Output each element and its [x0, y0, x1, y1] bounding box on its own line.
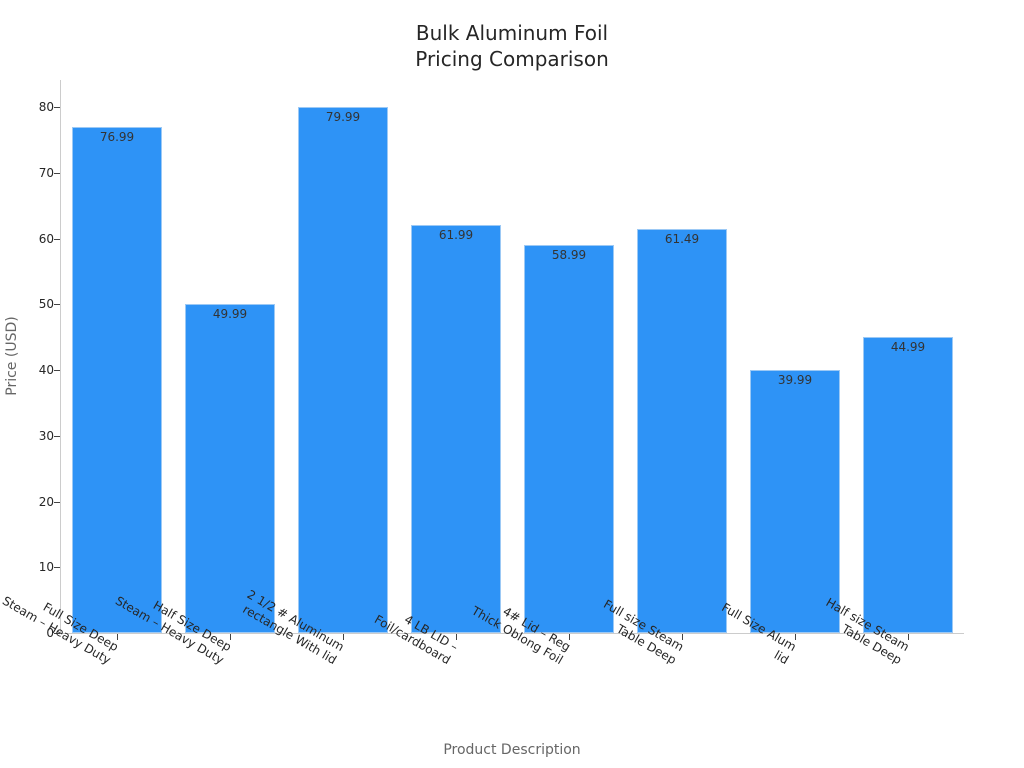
y-tick-label: 70	[38, 165, 54, 180]
y-axis-line	[60, 80, 61, 634]
x-tick-mark	[682, 634, 683, 640]
x-tick-mark	[795, 634, 796, 640]
y-tick-mark	[54, 238, 60, 240]
y-tick-label: 10	[38, 560, 54, 575]
y-axis-title: Price (USD)	[4, 316, 20, 396]
bar-value-label: 39.99	[777, 373, 813, 388]
bar[interactable]	[524, 245, 614, 633]
x-tick-mark	[908, 634, 909, 640]
x-tick-mark	[569, 634, 570, 640]
bar-value-label: 61.49	[664, 231, 700, 246]
y-tick-label: 80	[38, 100, 54, 114]
bar-value-label: 58.99	[551, 248, 587, 263]
y-tick-mark	[54, 304, 60, 306]
bar-value-label: 61.99	[438, 228, 474, 243]
bar[interactable]	[185, 304, 275, 633]
y-tick-mark	[54, 107, 60, 108]
y-tick-label: 60	[38, 231, 54, 246]
x-tick-mark	[230, 634, 231, 640]
y-tick-mark	[54, 435, 60, 437]
y-tick-label: 40	[38, 363, 54, 377]
y-tick-label: 30	[38, 428, 54, 443]
y-tick-mark	[54, 370, 60, 371]
x-tick-mark	[117, 634, 118, 640]
chart-title-line-1: Bulk Aluminum Foil	[415, 21, 609, 45]
bar-value-label: 44.99	[890, 340, 926, 355]
bar[interactable]	[298, 107, 388, 633]
y-tick-mark	[54, 633, 60, 634]
x-axis-line	[60, 633, 964, 634]
y-tick-mark	[54, 172, 60, 174]
y-tick-mark	[54, 567, 60, 569]
bar[interactable]	[750, 370, 840, 633]
bar-value-label: 76.99	[99, 129, 135, 144]
y-tick-label: 20	[38, 494, 54, 509]
y-tick-label: 50	[38, 297, 54, 312]
chart-title: Bulk Aluminum Foil Pricing Comparison	[0, 20, 1024, 72]
y-tick-mark	[54, 501, 60, 503]
bar-value-label: 49.99	[212, 307, 248, 322]
x-tick-mark	[456, 634, 457, 640]
bar[interactable]	[72, 126, 162, 633]
chart-title-line-2: Pricing Comparison	[415, 47, 609, 71]
x-axis-title: Product Description	[443, 742, 581, 758]
bar[interactable]	[863, 337, 953, 633]
x-tick-mark	[343, 634, 344, 640]
bar-value-label: 79.99	[325, 110, 361, 125]
y-tick-label: 0	[46, 626, 54, 640]
bar[interactable]	[637, 228, 727, 633]
bar[interactable]	[411, 225, 501, 633]
